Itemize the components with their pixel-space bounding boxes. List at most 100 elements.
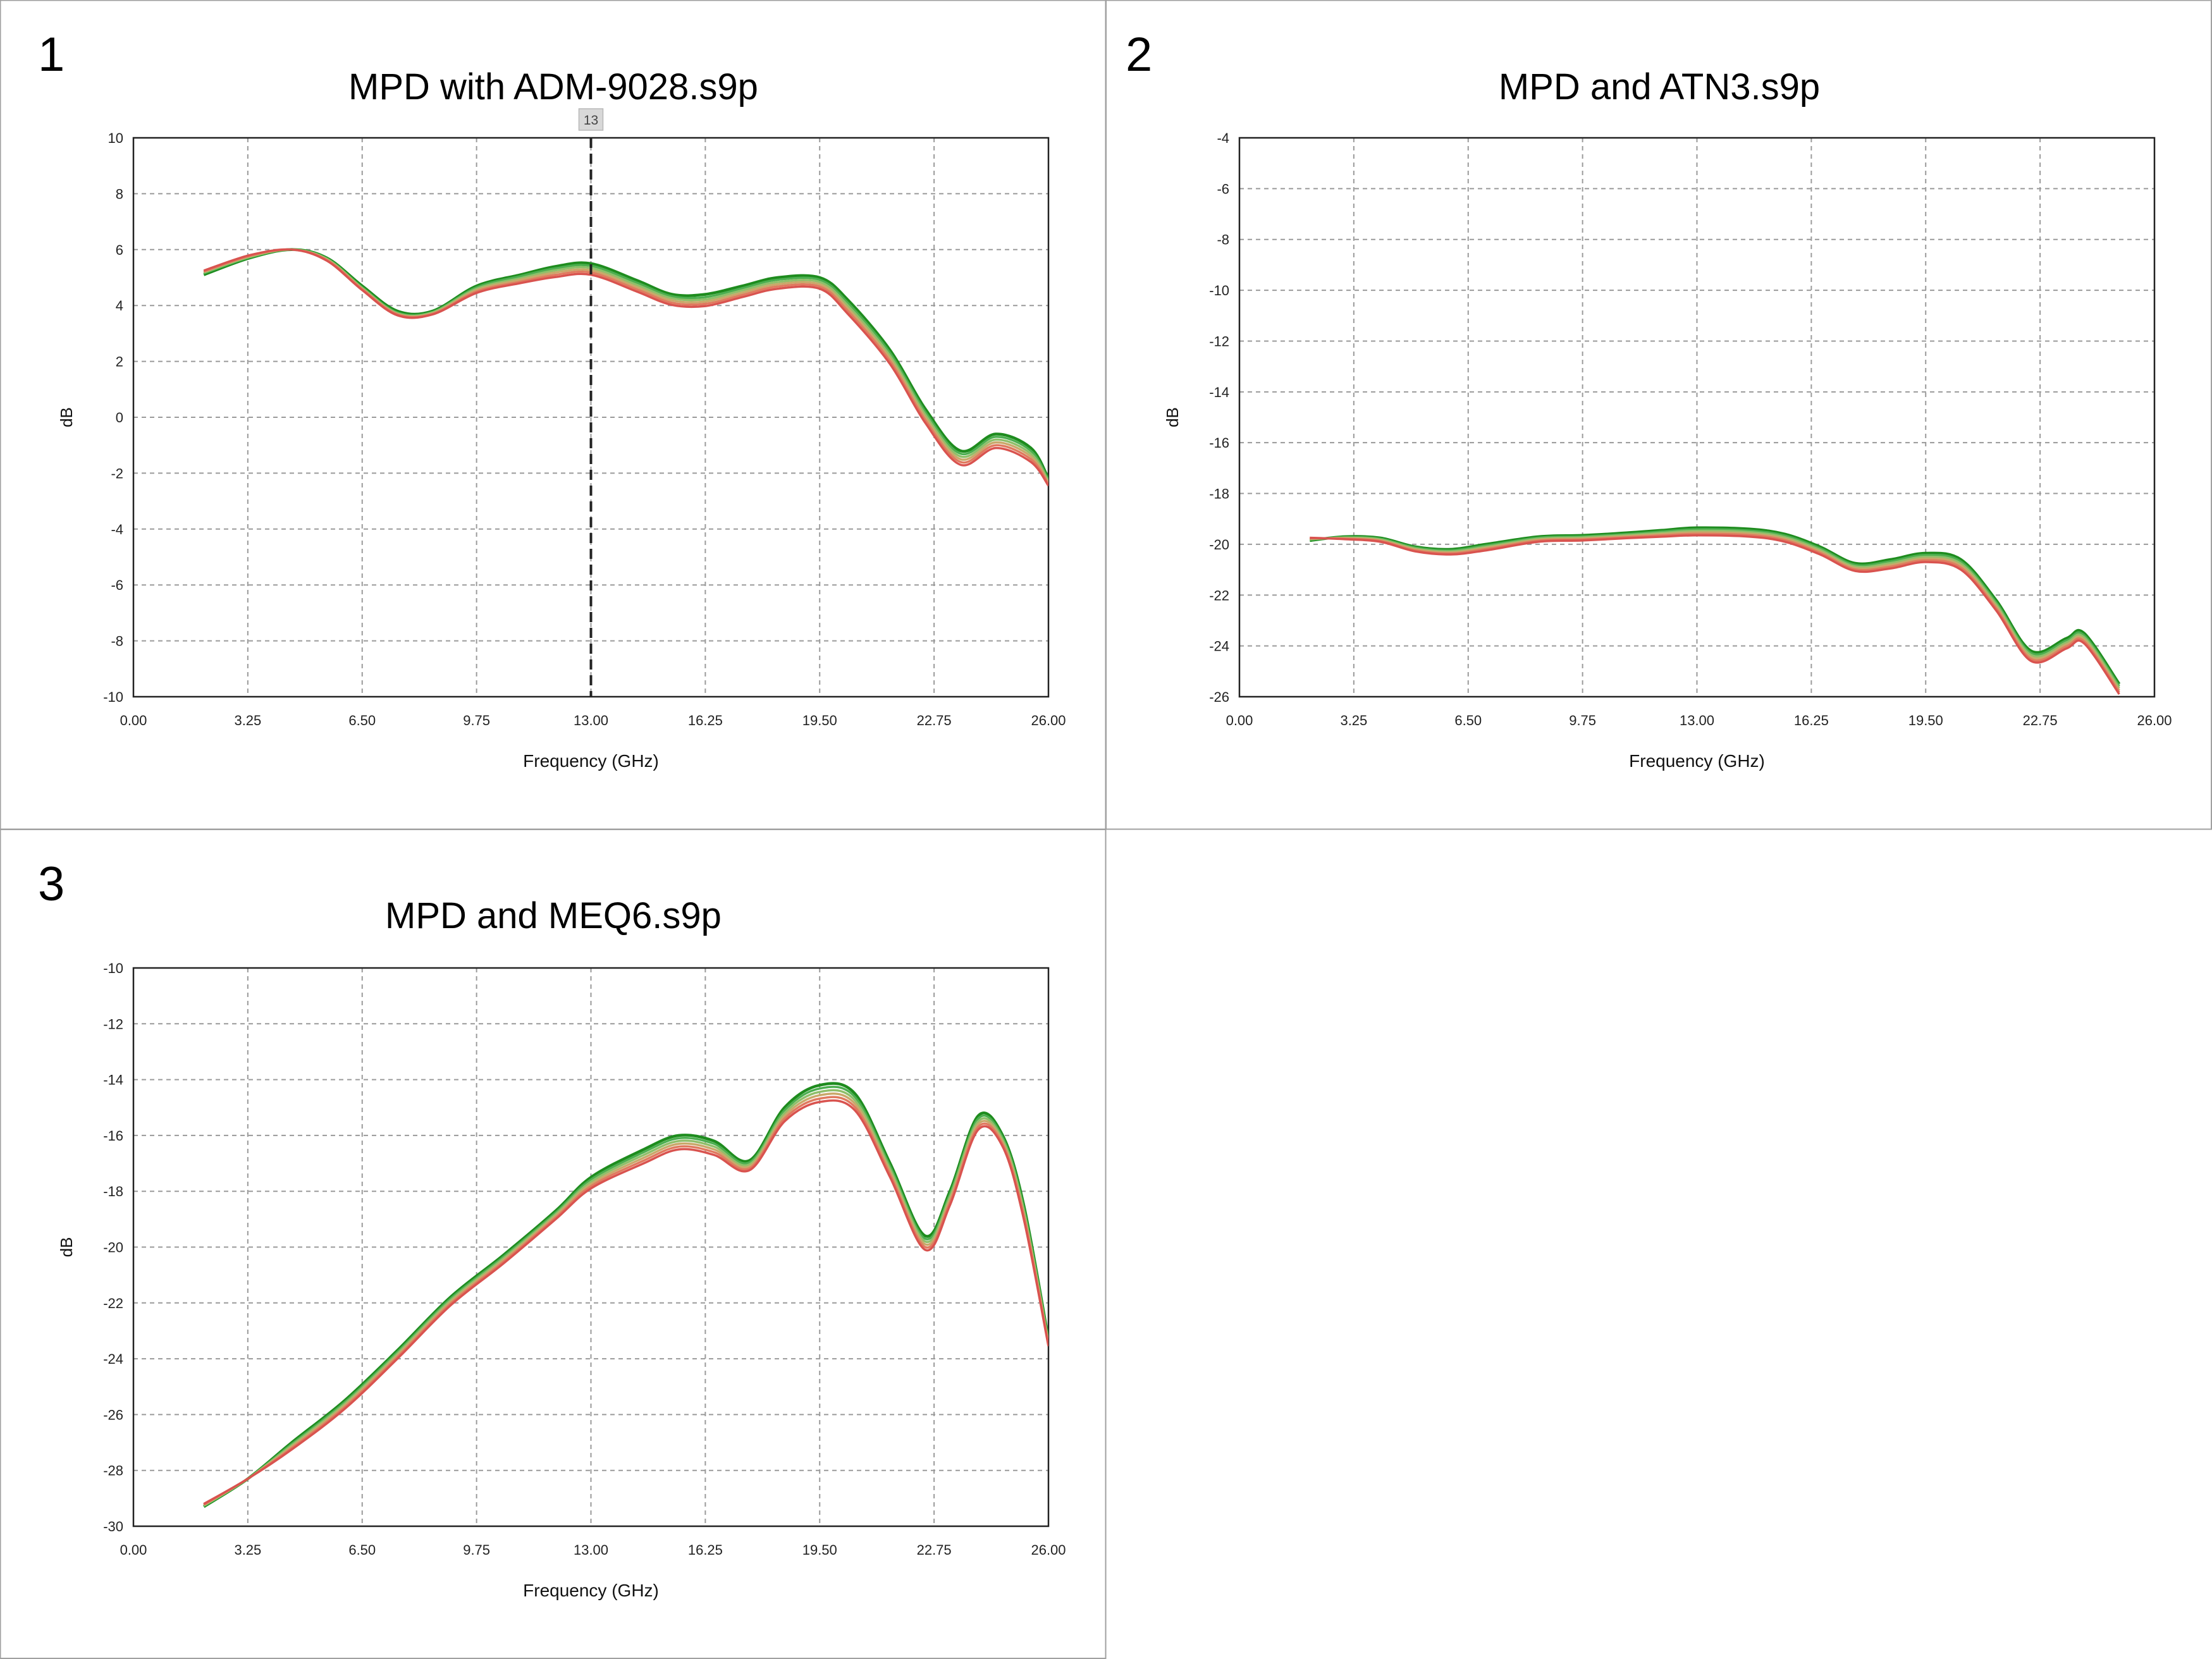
x-tick-label: 19.50	[802, 1542, 837, 1558]
x-tick-label: 13.00	[574, 713, 608, 728]
y-tick-label: -18	[103, 1184, 123, 1199]
y-tick-label: -22	[103, 1295, 123, 1311]
x-tick-label: 13.00	[1680, 713, 1714, 728]
x-tick-label: 26.00	[1031, 1542, 1066, 1558]
series-group	[203, 248, 1048, 487]
y-tick-label: -14	[1209, 384, 1229, 400]
x-tick-label: 9.75	[463, 713, 490, 728]
panel-2-frame	[1105, 0, 2212, 830]
y-tick-label: -4	[1217, 130, 1229, 146]
series-line-6	[1310, 534, 2120, 695]
x-axis-label: Frequency (GHz)	[523, 751, 659, 771]
panel-3-number: 3	[38, 857, 65, 911]
series-group	[1310, 526, 2121, 695]
y-tick-label: 6	[116, 242, 123, 258]
x-tick-label: 0.00	[120, 1542, 147, 1558]
x-tick-label: 22.75	[917, 713, 952, 728]
panel-1-chart: 0.00 3.25 6.50 9.75 13.00 16.25 19.50 22.75 26.0…	[57, 108, 1066, 771]
plot-frame	[132, 967, 1050, 1527]
y-tick-label: -6	[111, 577, 123, 593]
panel-1-frame	[0, 0, 1107, 830]
x-tick-label: 19.50	[1908, 713, 1943, 728]
y-tick-label: -8	[1217, 232, 1229, 248]
panel-1-number: 1	[38, 28, 65, 82]
series-line-2	[203, 1086, 1048, 1507]
y-tick-label: -2	[111, 465, 123, 481]
x-tick-label: 16.25	[688, 1542, 723, 1558]
x-axis-label: Frequency (GHz)	[523, 1581, 659, 1600]
panel-3: 3 MPD and MEQ6.s9p 0.00 3.25 6.50 9.75 13.00…	[38, 857, 1066, 1600]
y-tick-label: -22	[1209, 587, 1229, 603]
y-tick-label: -4	[111, 522, 123, 537]
x-tick-label: 9.75	[463, 1542, 490, 1558]
series-line-6	[203, 248, 1048, 487]
cursor-marker-tag: 13	[578, 108, 604, 131]
y-tick-label: -26	[103, 1407, 123, 1423]
y-tick-label: -26	[1209, 689, 1229, 705]
cursor-marker-tag-label: 13	[584, 113, 598, 128]
y-tick-label: -20	[103, 1240, 123, 1256]
panel-2-title: MPD and ATN3.s9p	[1499, 66, 1820, 107]
y-axis-label: dB	[1163, 407, 1182, 427]
x-tick-label: 13.00	[574, 1542, 608, 1558]
y-axis-label: dB	[57, 407, 76, 427]
y-tick-label: -14	[103, 1072, 123, 1088]
x-tick-label: 0.00	[1226, 713, 1253, 728]
series-group	[203, 1082, 1048, 1508]
x-tick-label: 9.75	[1569, 713, 1596, 728]
x-axis-label: Frequency (GHz)	[1629, 751, 1765, 771]
panel-2: 2 MPD and ATN3.s9p 0.00 3.25 6.50 9.75 13.00…	[1126, 28, 2172, 771]
y-tick-label: 0	[116, 410, 123, 425]
x-tick-label: 6.50	[348, 1542, 376, 1558]
y-tick-label: 2	[116, 354, 123, 370]
plot-frame	[1238, 137, 2156, 698]
y-tick-label: -24	[1209, 639, 1229, 654]
y-tick-label: -6	[1217, 181, 1229, 197]
x-tick-label: 16.25	[1794, 713, 1829, 728]
x-tick-label: 22.75	[2023, 713, 2058, 728]
series-line-6	[203, 1099, 1048, 1505]
cursor-marker-tag-box	[578, 108, 604, 131]
y-tick-label: -10	[103, 960, 123, 976]
series-line-1	[203, 1082, 1048, 1508]
panel-1-title: MPD with ADM-9028.s9p	[348, 66, 758, 107]
x-tick-label: 22.75	[917, 1542, 952, 1558]
y-tick-label: -24	[103, 1351, 123, 1367]
y-tick-label: 4	[116, 298, 123, 314]
y-tick-label: -10	[103, 689, 123, 705]
x-tick-label: 6.50	[1454, 713, 1482, 728]
y-tick-label: -18	[1209, 486, 1229, 502]
x-tick-label: 16.25	[688, 713, 723, 728]
y-tick-label: -16	[103, 1128, 123, 1144]
panel-3-frame	[0, 829, 1107, 1659]
panel-2-number: 2	[1126, 28, 1152, 82]
y-tick-label: 8	[116, 186, 123, 202]
x-tick-label: 3.25	[234, 1542, 261, 1558]
y-tick-label: -8	[111, 634, 123, 649]
panel-3-title: MPD and MEQ6.s9p	[385, 895, 722, 936]
y-tick-label: -12	[103, 1016, 123, 1032]
series-line-5	[203, 248, 1048, 486]
x-tick-label: 26.00	[2137, 713, 2172, 728]
panel-1: 1 MPD with ADM-9028.s9p 0.00 3.25 6.50 9.75…	[38, 28, 1066, 771]
y-tick-label: -20	[1209, 537, 1229, 553]
x-tick-label: 26.00	[1031, 713, 1066, 728]
x-tick-label: 3.25	[1340, 713, 1367, 728]
x-tick-label: 0.00	[120, 713, 147, 728]
y-tick-label: -16	[1209, 435, 1229, 451]
x-tick-label: 3.25	[234, 713, 261, 728]
series-line-4	[203, 1093, 1048, 1506]
y-tick-label: -28	[103, 1463, 123, 1479]
y-axis-label: dB	[57, 1237, 76, 1258]
series-line-3	[203, 1089, 1048, 1507]
y-tick-label: 10	[108, 130, 123, 146]
panel-2-chart: 0.00 3.25 6.50 9.75 13.00 16.25 19.50 22.75 26.0…	[1163, 130, 2172, 771]
y-tick-label: -12	[1209, 333, 1229, 349]
y-tick-label: -30	[103, 1519, 123, 1534]
x-tick-label: 6.50	[348, 713, 376, 728]
y-tick-label: -10	[1209, 283, 1229, 298]
x-tick-label: 19.50	[802, 713, 837, 728]
panel-3-chart: 0.00 3.25 6.50 9.75 13.00 16.25 19.50 22.75 26.0…	[57, 960, 1066, 1600]
